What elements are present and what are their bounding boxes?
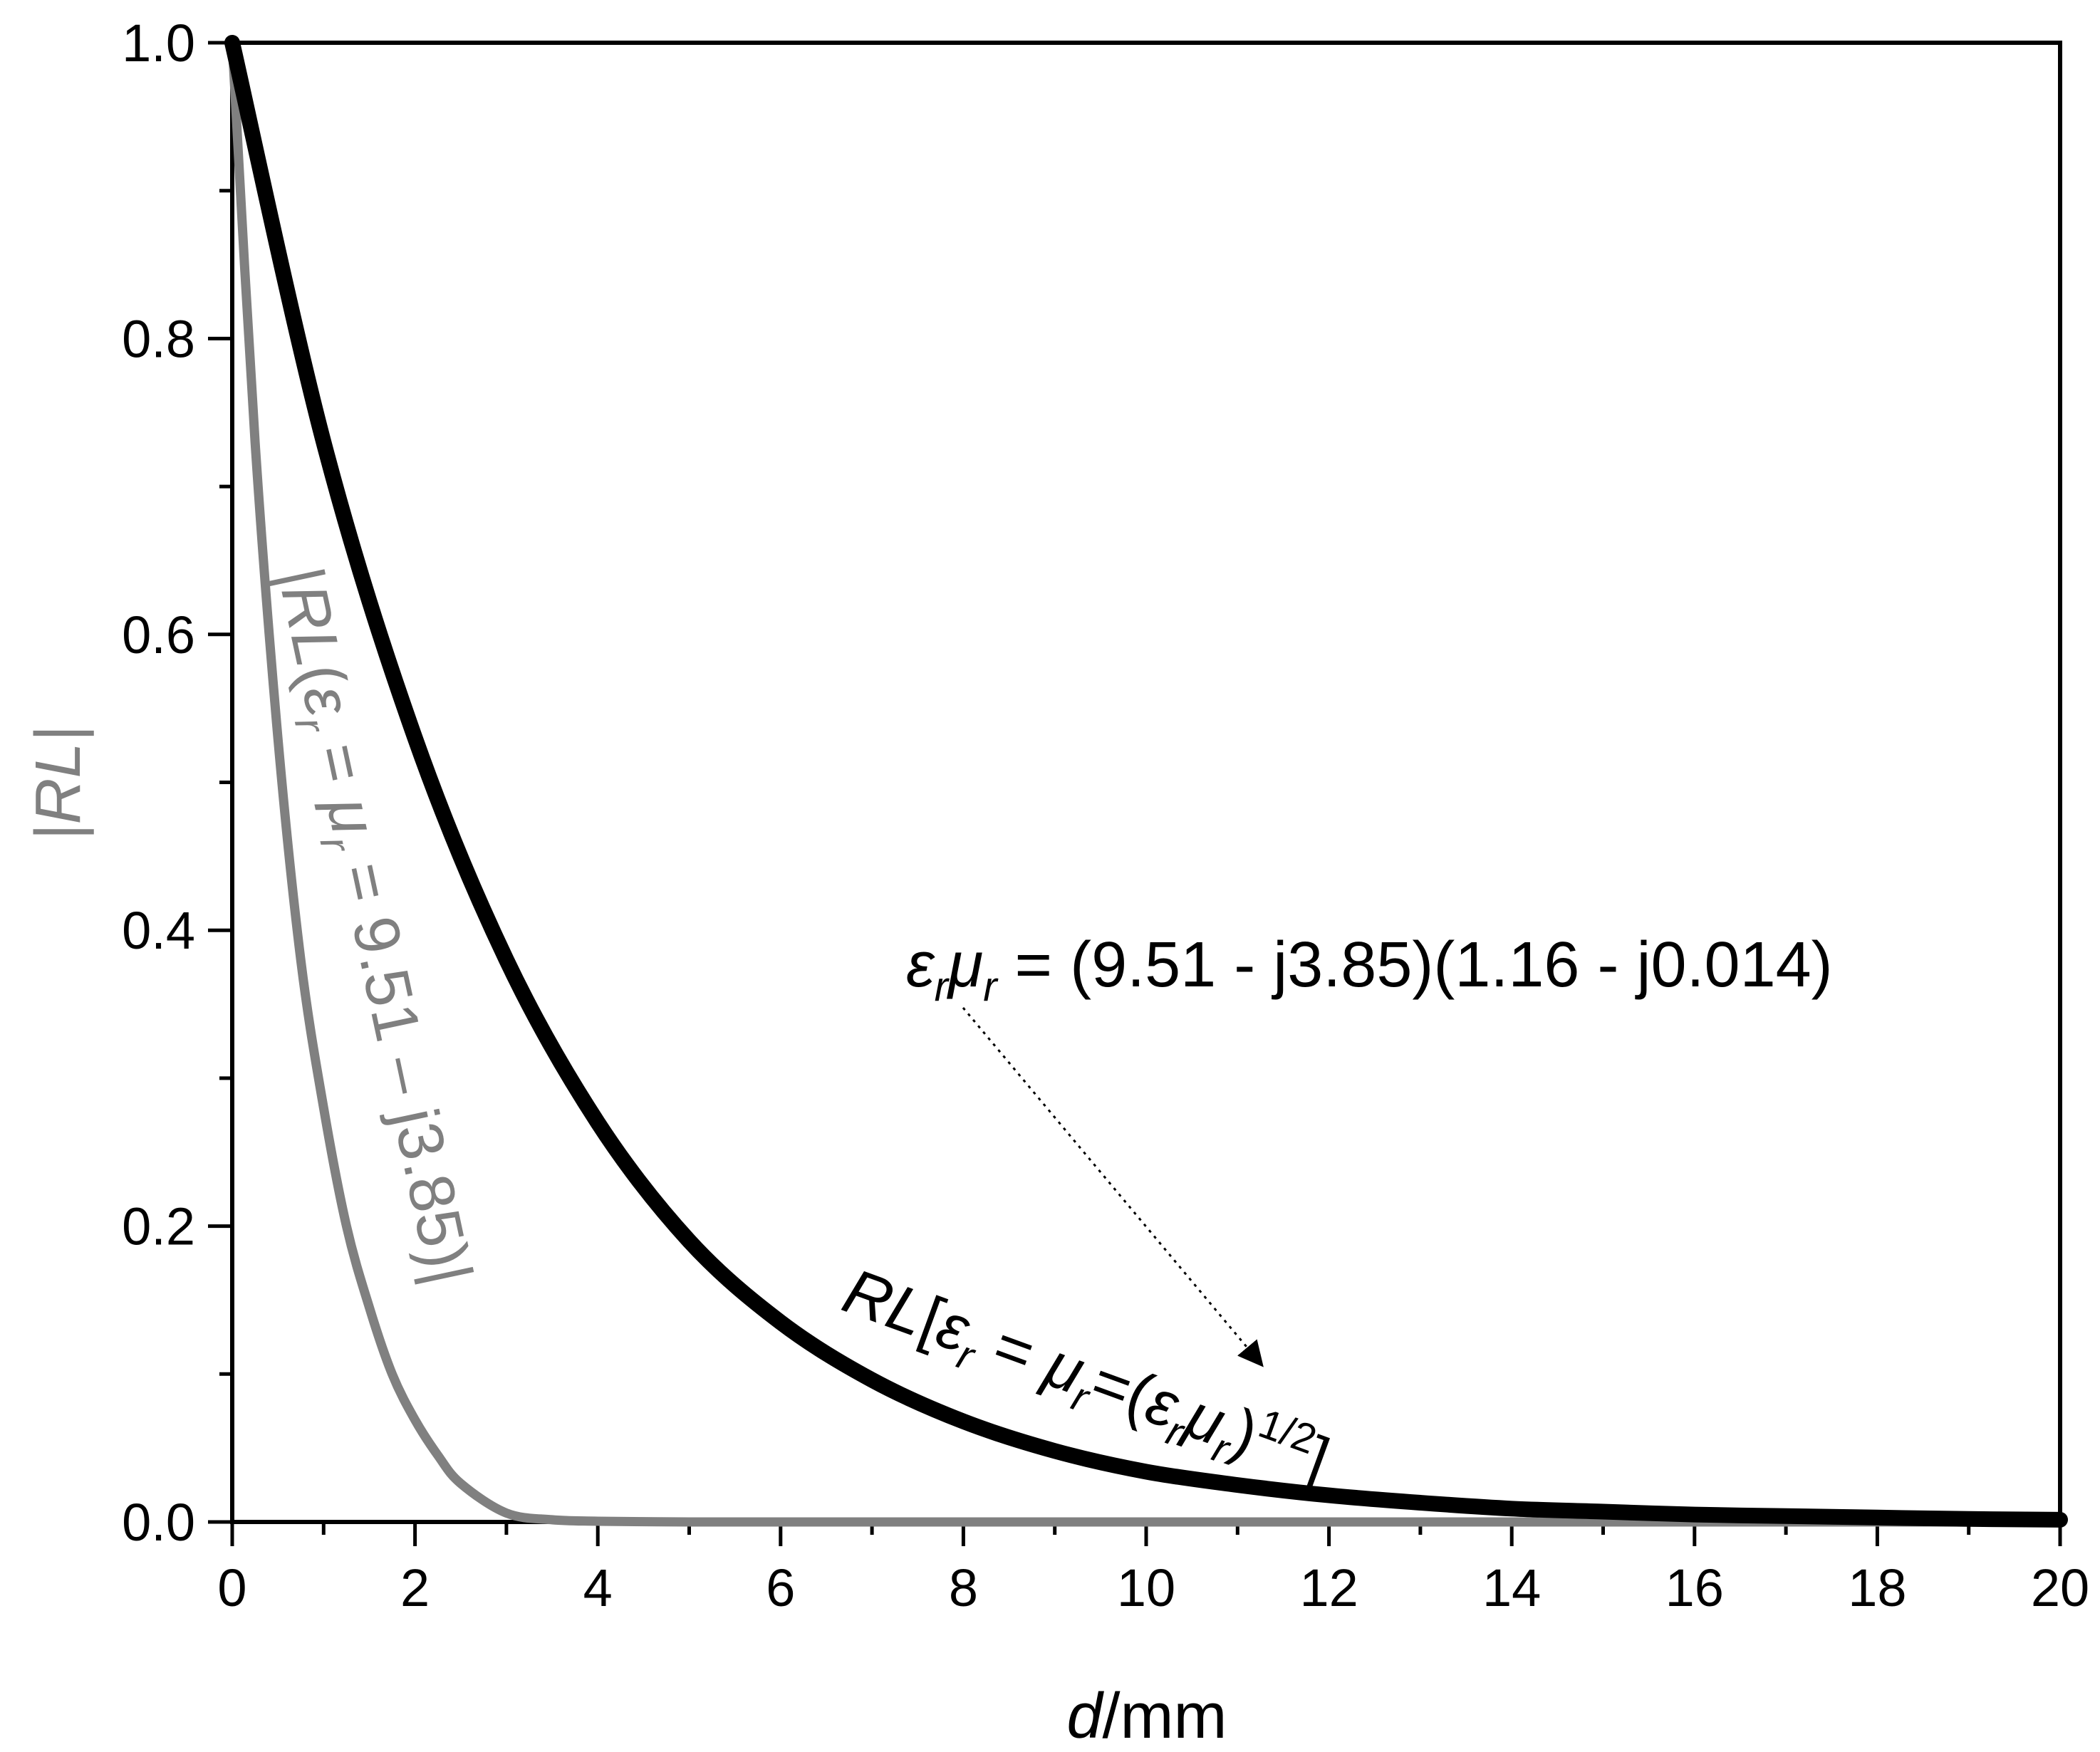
y-axis-ticks: 0.0 0.2 0.4 0.6 0.8 1.0 — [122, 14, 232, 1552]
x-tick-label: 18 — [1848, 1558, 1906, 1617]
x-tick-label: 12 — [1299, 1558, 1358, 1617]
y-tick-label: 0.8 — [122, 309, 195, 368]
annotation-formula: εrμr = (9.51 - j3.85)(1.16 - j0.014) — [906, 929, 1833, 1010]
series-gray-line — [227, 38, 2065, 1527]
y-tick-label: 0.4 — [122, 901, 195, 960]
y-tick-label: 0.6 — [122, 605, 195, 664]
series-lines — [224, 35, 2068, 1528]
x-axis-ticks: 0 2 4 6 8 10 12 14 16 18 20 — [217, 1522, 2089, 1617]
x-tick-label: 6 — [766, 1558, 795, 1617]
x-tick-label: 2 — [400, 1558, 430, 1617]
x-tick-label: 20 — [2031, 1558, 2089, 1617]
x-tick-label: 8 — [949, 1558, 978, 1617]
x-axis-title: d/mm — [1066, 1681, 1227, 1752]
x-tick-label: 0 — [217, 1558, 246, 1617]
y-tick-label: 0.0 — [122, 1493, 195, 1552]
y-tick-label: 0.2 — [122, 1197, 195, 1256]
x-tick-label: 4 — [583, 1558, 613, 1617]
y-axis-title: |RL| — [23, 726, 94, 841]
x-tick-label: 16 — [1665, 1558, 1724, 1617]
y-tick-label: 1.0 — [122, 14, 195, 73]
series-black-line — [224, 35, 2068, 1528]
x-tick-label: 14 — [1482, 1558, 1541, 1617]
x-tick-label: 10 — [1117, 1558, 1175, 1617]
